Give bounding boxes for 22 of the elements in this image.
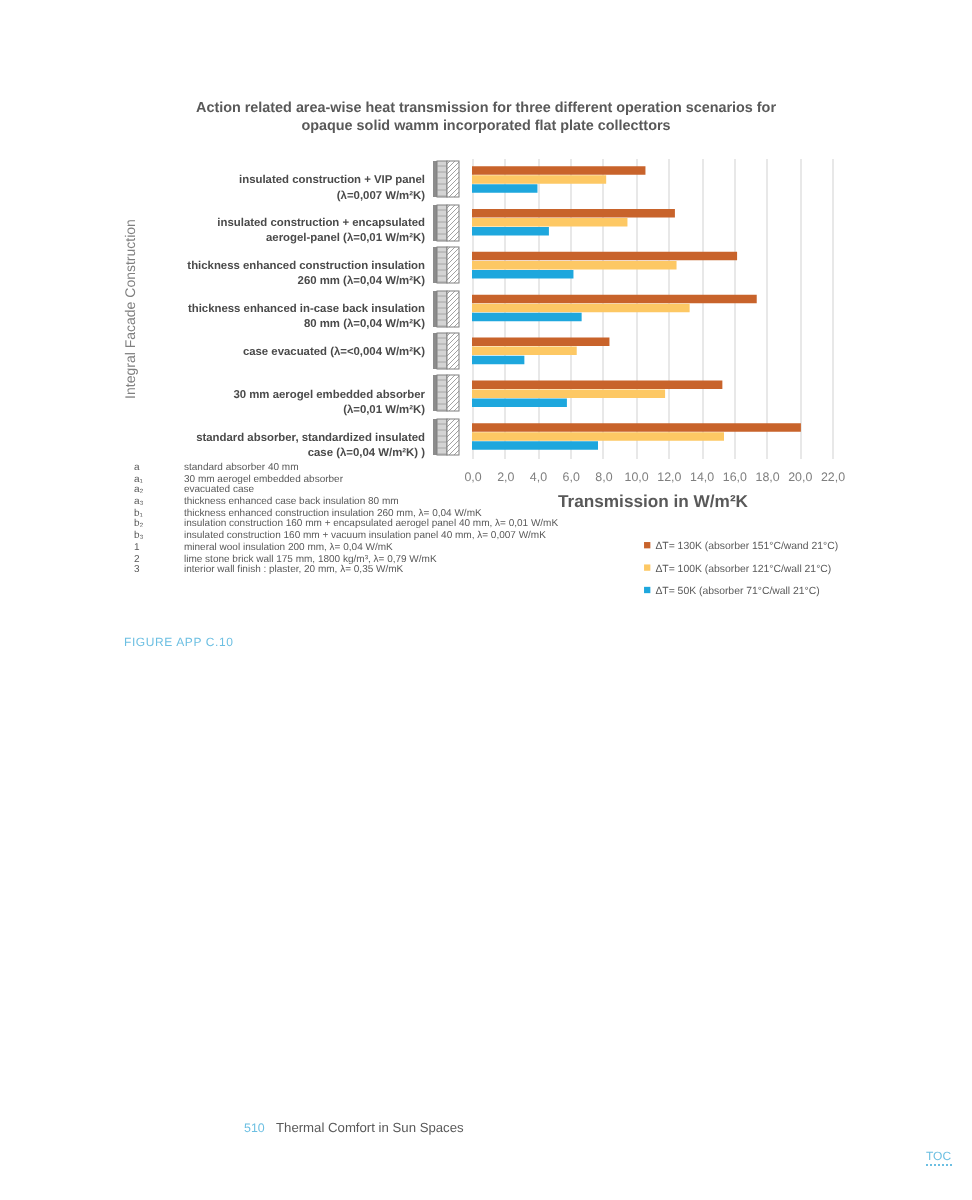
bar <box>472 432 724 441</box>
bar <box>472 269 574 279</box>
bar <box>472 303 690 313</box>
bar <box>472 175 607 184</box>
bar <box>472 260 677 270</box>
bar <box>472 209 675 218</box>
bar <box>472 312 582 322</box>
bar <box>472 294 757 304</box>
bar <box>472 337 610 347</box>
bar <box>472 166 646 175</box>
bar <box>472 346 577 356</box>
bar <box>472 398 567 407</box>
bar <box>472 355 525 365</box>
bar <box>472 380 723 389</box>
x-axis-title: Transmission in W/m²K <box>557 491 750 512</box>
bar <box>472 218 628 227</box>
bar <box>472 184 538 193</box>
bar <box>472 251 738 261</box>
bar <box>472 389 666 398</box>
bar <box>472 423 801 432</box>
bar <box>472 441 598 450</box>
bar <box>472 227 549 236</box>
